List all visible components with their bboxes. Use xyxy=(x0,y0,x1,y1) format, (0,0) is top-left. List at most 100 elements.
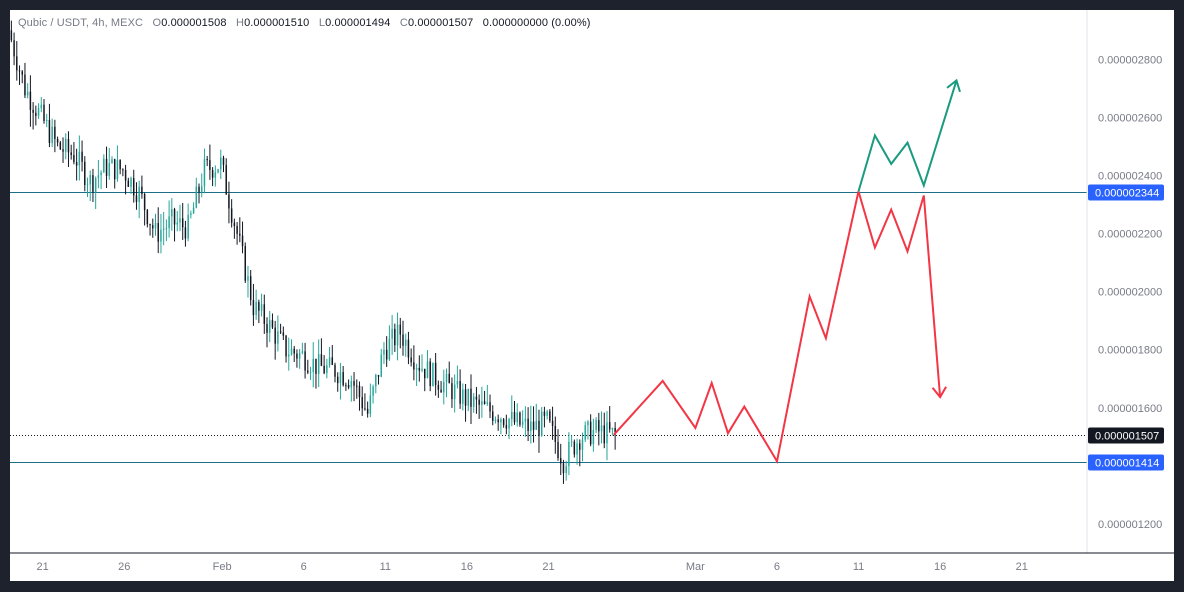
chart-panel[interactable]: 0.000001200 0.000001600 0.000001800 0.00000… xyxy=(10,10,1174,581)
candle-body xyxy=(592,429,595,445)
candle-body xyxy=(143,194,146,211)
candle-body xyxy=(576,443,578,455)
candle-body xyxy=(40,104,43,109)
candle-body xyxy=(606,422,608,444)
candle-body xyxy=(614,428,616,435)
candle-body xyxy=(568,441,570,467)
level-badge xyxy=(1088,454,1164,471)
projection-bearish[interactable] xyxy=(857,191,942,398)
candle-body xyxy=(67,138,70,153)
time-tick-label: 6 xyxy=(301,561,307,573)
candle-body xyxy=(258,301,260,311)
candle-body xyxy=(456,381,459,385)
price-chart[interactable]: 0.000001200 0.000001600 0.000001800 0.00000… xyxy=(10,10,1174,581)
candle-body xyxy=(43,104,45,122)
candle-body xyxy=(141,186,143,195)
candle-body xyxy=(380,354,382,377)
candle-body xyxy=(13,40,15,57)
candle-body xyxy=(249,276,252,300)
high-value: 0.000001510 xyxy=(244,17,310,29)
candle-body xyxy=(453,384,456,400)
candle-body xyxy=(508,419,510,429)
candle-body xyxy=(146,210,149,225)
price-tick-label: 0.000002600 xyxy=(1098,112,1162,124)
candle-body xyxy=(445,373,448,382)
change-value: 0.000000000 (0.00%) xyxy=(482,17,591,29)
ohlc-legend: Qubic / USDT, 4h, MEXC O0.000001508 H0.0… xyxy=(18,17,590,29)
candle-body xyxy=(502,419,505,425)
candle-body xyxy=(241,235,244,247)
candle-body xyxy=(557,441,559,459)
candle-body xyxy=(56,138,59,143)
candle-body xyxy=(103,158,105,173)
time-tick-label: Mar xyxy=(686,561,705,573)
candle-body xyxy=(16,56,18,71)
candle-body xyxy=(157,222,159,242)
projection-paths[interactable] xyxy=(613,78,961,465)
candle-body xyxy=(336,376,339,384)
candle-body xyxy=(75,162,78,166)
candle-body xyxy=(366,408,369,414)
candle-body xyxy=(421,368,423,371)
candle-body xyxy=(70,152,72,156)
candle-body xyxy=(211,169,214,178)
candle-body xyxy=(494,419,497,421)
time-tick-label: 16 xyxy=(461,561,473,573)
candle-body xyxy=(385,349,388,360)
candle-body xyxy=(521,421,524,425)
candle-body xyxy=(595,420,597,430)
candle-body xyxy=(320,354,323,366)
candle-body xyxy=(396,324,399,346)
candle-body xyxy=(328,357,331,366)
candle-body xyxy=(347,385,350,388)
candle-body xyxy=(94,178,97,192)
candle-body xyxy=(200,186,203,192)
candle-body xyxy=(62,149,64,152)
candle-body xyxy=(135,195,138,202)
candle-body xyxy=(443,381,445,393)
candle-body xyxy=(375,374,377,387)
candle-body xyxy=(462,389,464,404)
time-tick-label: 26 xyxy=(118,561,130,573)
candle-body xyxy=(323,365,325,374)
candle-body xyxy=(266,324,268,333)
candle-body xyxy=(358,385,361,398)
level-badge-label: 0.000001507 xyxy=(1095,431,1159,443)
candle-body xyxy=(535,420,538,430)
candle-body xyxy=(551,420,554,426)
time-axis[interactable]: 21 26 Feb 6 11 16 21 Mar 6 11 16 21 xyxy=(10,552,1174,573)
candle-body xyxy=(32,109,34,113)
price-tick-label: 0.000002400 xyxy=(1098,171,1162,183)
time-tick-label: 16 xyxy=(934,561,946,573)
price-axis[interactable]: 0.000001200 0.000001600 0.000001800 0.00000… xyxy=(1086,10,1164,553)
candle-body xyxy=(26,91,29,96)
candle-body xyxy=(562,463,565,474)
candle-body xyxy=(111,159,113,164)
projection-bullish[interactable] xyxy=(857,80,958,192)
candle-body xyxy=(274,327,276,344)
candle-body xyxy=(130,178,132,187)
high-key: H xyxy=(236,17,245,29)
candle-body xyxy=(603,425,606,444)
candle-body xyxy=(298,352,301,359)
candle-body xyxy=(138,186,140,202)
level-badge-label: 0.000002344 xyxy=(1095,188,1159,200)
candle-body xyxy=(54,126,56,139)
candle-body xyxy=(187,214,189,239)
projection-neutral-to-up[interactable] xyxy=(613,191,860,465)
candle-body xyxy=(342,372,344,386)
candle-body xyxy=(35,112,37,116)
candle-body xyxy=(282,332,285,336)
candle-body xyxy=(239,233,241,236)
candle-body xyxy=(364,408,366,410)
price-tick-label: 0.000002000 xyxy=(1098,287,1162,299)
candle-body xyxy=(152,225,154,229)
candle-body xyxy=(369,395,372,414)
candle-body xyxy=(356,385,358,387)
candle-body xyxy=(579,443,581,450)
horizontal-levels[interactable] xyxy=(10,192,1087,463)
low-value: 0.000001494 xyxy=(325,17,391,29)
projection-arrowhead xyxy=(931,386,947,399)
candle-body xyxy=(434,362,437,385)
candle-body xyxy=(260,304,263,311)
